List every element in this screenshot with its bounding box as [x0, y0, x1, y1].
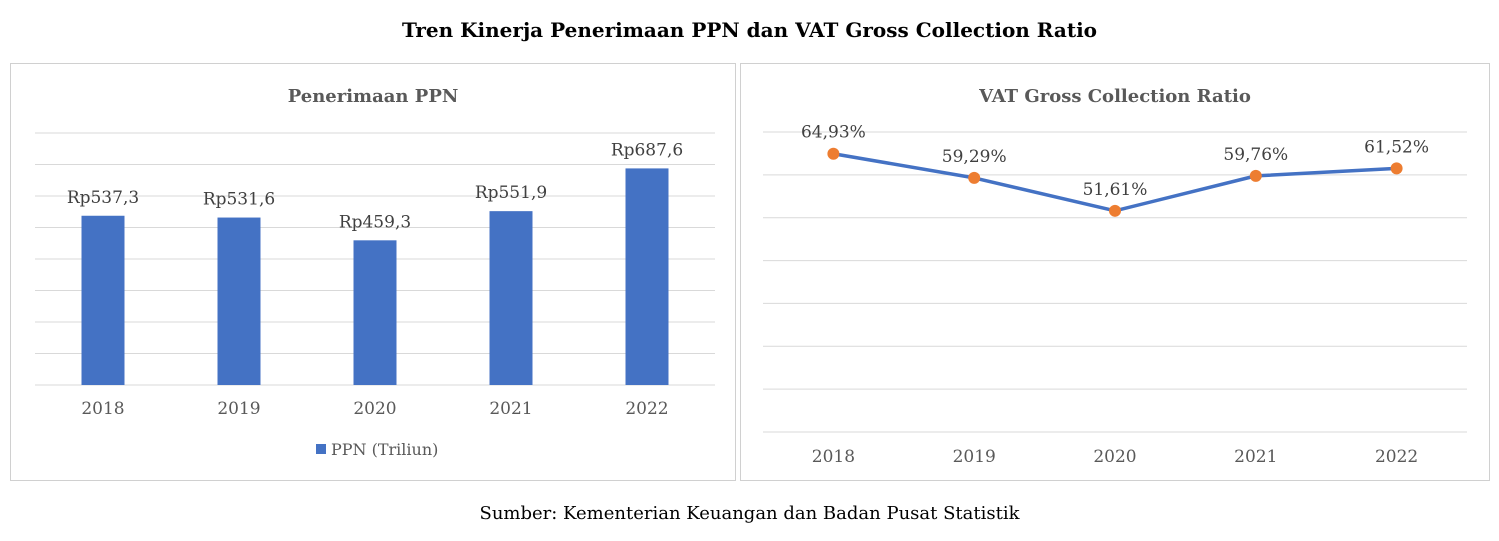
- bar-legend: PPN (Triliun): [316, 440, 438, 459]
- legend-label: PPN (Triliun): [331, 440, 438, 459]
- line-x-tick-label: 2021: [1234, 447, 1277, 467]
- bar-x-tick-label: 2020: [353, 399, 396, 419]
- ratio-point-2020: [1109, 204, 1121, 217]
- line-x-tick-label: 2020: [1093, 447, 1136, 467]
- bar-x-tick-label: 2022: [625, 399, 668, 419]
- source-note: Sumber: Kementerian Keuangan dan Badan P…: [479, 503, 1020, 524]
- line-data-label: 51,61%: [1083, 180, 1148, 200]
- bar-x-tick-label: 2018: [81, 399, 124, 419]
- line-x-tick-label: 2018: [812, 447, 855, 467]
- bar-data-label: Rp551,9: [475, 183, 547, 203]
- vat-ratio-chart-panel: VAT Gross Collection Ratio 64,93% 59,29% 5…: [740, 63, 1490, 481]
- vat-ratio-line-chart: VAT Gross Collection Ratio 64,93% 59,29% 5…: [763, 86, 1467, 467]
- bar-x-tick-label: 2019: [217, 399, 260, 419]
- bar-data-label: Rp537,3: [67, 188, 139, 208]
- bar-2021: [489, 211, 533, 385]
- bar-2020: [353, 240, 397, 385]
- page-title: Tren Kinerja Penerimaan PPN dan VAT Gros…: [401, 18, 1098, 42]
- ratio-point-2018: [827, 147, 840, 160]
- bar-data-label: Rp531,6: [203, 190, 275, 210]
- bar-2018: [81, 215, 125, 385]
- line-data-label: 61,52%: [1364, 137, 1429, 157]
- ppn-chart-panel: Penerimaan PPN Rp537,3 Rp531,6 Rp459,3 Rp55…: [10, 63, 736, 481]
- ppn-bar-chart: Penerimaan PPN Rp537,3 Rp531,6 Rp459,3 Rp55…: [35, 86, 715, 459]
- ratio-point-2021: [1249, 169, 1262, 182]
- bar-2022: [625, 168, 669, 385]
- line-chart-title: VAT Gross Collection Ratio: [978, 86, 1251, 107]
- ratio-point-2022: [1390, 162, 1403, 175]
- bar-chart-title: Penerimaan PPN: [288, 86, 459, 107]
- line-x-tick-label: 2022: [1375, 447, 1418, 467]
- line-data-label: 59,29%: [942, 147, 1007, 167]
- line-data-label: 59,76%: [1223, 145, 1288, 165]
- legend-swatch: [316, 444, 326, 454]
- bar-data-label: Rp459,3: [339, 212, 411, 232]
- line-x-tick-label: 2019: [953, 447, 996, 467]
- line-data-label: 64,93%: [801, 123, 866, 143]
- ratio-point-2019: [968, 171, 981, 184]
- bar-2019: [217, 217, 261, 385]
- bar-data-label: Rp687,6: [611, 140, 683, 160]
- bar-x-tick-label: 2021: [489, 399, 532, 419]
